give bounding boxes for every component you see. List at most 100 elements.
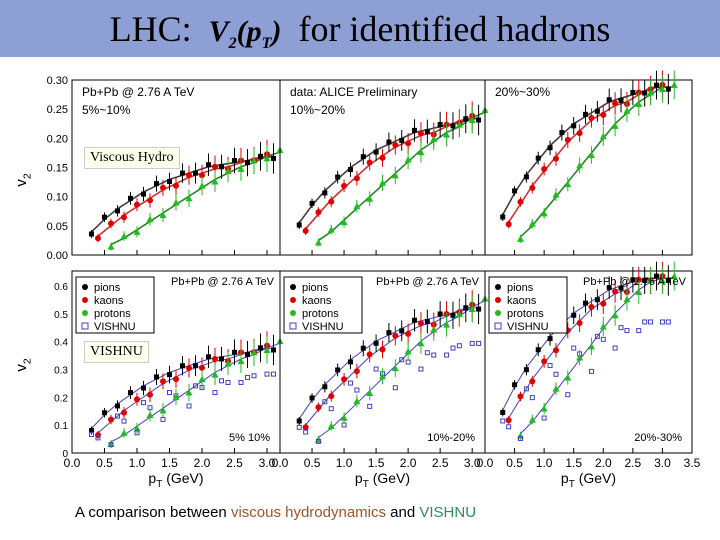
vishnu-point [115, 413, 120, 419]
title-v2-formula: V2(pT) [208, 15, 282, 52]
vishnu-point [618, 325, 624, 331]
data-point-protons [623, 295, 631, 303]
data-point-protons [443, 131, 451, 138]
data-point-protons [353, 397, 361, 405]
data-point-pions [665, 277, 671, 283]
data-point-protons [623, 107, 631, 114]
data-point-protons [540, 209, 548, 217]
data-point-protons [327, 226, 335, 233]
data-point-protons [340, 218, 348, 226]
vishnu-point [373, 366, 379, 372]
data-point-protons [198, 375, 206, 383]
data-point-kaons [212, 163, 218, 170]
legend-marker-kaons [495, 297, 501, 303]
data-point-protons [327, 422, 335, 429]
data-point-pions [630, 89, 636, 95]
data-point-kaons [576, 320, 583, 327]
data-point-pions [180, 363, 185, 369]
vishnu-point [315, 438, 321, 444]
data-point-protons [391, 364, 399, 372]
legend-marker-kaons [82, 297, 88, 303]
legend-marker-protons [495, 310, 501, 316]
data-point-protons [647, 276, 655, 283]
legend-label-kaons: kaons [302, 295, 332, 307]
data-point-pions [476, 117, 482, 123]
data-point-pions [296, 222, 302, 228]
data-point-pions [167, 179, 172, 184]
vishnu-point [264, 371, 270, 377]
data-point-protons [443, 321, 451, 328]
data-point-protons [587, 151, 595, 159]
vishnu-point [271, 371, 276, 377]
data-point-protons [224, 167, 232, 174]
data-point-pions [141, 385, 146, 391]
data-point-protons [430, 135, 438, 143]
data-point-kaons [405, 140, 412, 147]
data-point-pions [89, 231, 94, 237]
x-tick-label: 2.0 [400, 456, 417, 470]
data-point-pions [437, 122, 443, 128]
vishnu-point [431, 352, 437, 358]
x-tick-label: 2.0 [595, 456, 612, 470]
data-point-kaons [505, 221, 512, 228]
data-point-kaons [576, 130, 583, 137]
data-point-protons [198, 182, 206, 189]
panel-label-top: Pb+Pb @ 2.76 A TeV [82, 85, 194, 99]
data-point-pions [512, 188, 518, 194]
data-point-kaons [366, 351, 373, 358]
data-point-kaons [212, 356, 218, 363]
x-tick-label: 3.0 [464, 456, 481, 470]
vishnu-point [469, 340, 475, 346]
legend-label-kaons: kaons [94, 295, 124, 307]
data-point-pions [180, 170, 185, 176]
data-point-pions [360, 345, 366, 351]
data-point-pions [335, 174, 341, 180]
data-point-pions [412, 317, 418, 323]
data-point-kaons [529, 378, 536, 385]
vishnu-point [565, 392, 571, 398]
data-point-pions [167, 372, 172, 378]
data-point-protons [237, 165, 245, 172]
data-point-kaons [417, 130, 424, 137]
data-point-kaons [95, 235, 101, 242]
x-tick-label: 0.0 [477, 456, 494, 470]
data-point-pions [309, 200, 315, 206]
legend-marker-pions [82, 284, 88, 290]
y-tick-top: 0.00 [47, 250, 68, 262]
data-point-protons [250, 348, 258, 356]
vishnu-point [245, 374, 250, 380]
vishnu-point [296, 424, 302, 430]
data-point-pions [154, 181, 159, 187]
y-tick-bottom: 0.3 [54, 366, 68, 377]
data-point-protons [564, 180, 572, 188]
data-point-pions [463, 305, 469, 311]
legend-marker-protons [82, 310, 88, 316]
data-point-kaons [160, 184, 166, 191]
data-point-pions [271, 347, 276, 353]
vishnu-point [424, 350, 430, 356]
y-tick-bottom: 0.6 [54, 282, 68, 293]
data-point-pions [523, 367, 529, 373]
legend-label-VISHNU: VISHNU [507, 321, 549, 333]
data-point-protons [599, 132, 607, 140]
x-tick-label: 2.5 [625, 456, 642, 470]
data-point-protons [237, 357, 245, 365]
y-tick-top: 0.20 [47, 133, 68, 145]
data-point-protons [528, 416, 536, 423]
data-point-kaons [302, 227, 309, 234]
data-point-pions [128, 390, 133, 396]
data-point-protons [353, 202, 361, 210]
vishnu-point [219, 378, 224, 384]
data-point-kaons [121, 214, 127, 221]
data-point-protons [670, 81, 678, 88]
panel-centrality-bottom: 10%-20% [427, 432, 475, 444]
vishnu-point [517, 435, 523, 441]
y-tick-bottom: 0.2 [54, 393, 68, 404]
data-point-kaons [379, 346, 386, 353]
vishnu-point [506, 424, 512, 430]
data-point-kaons [199, 364, 205, 371]
vishnu-point [347, 380, 353, 386]
y-tick-top: 0.05 [47, 221, 68, 233]
x-tick-label: 1.0 [536, 456, 553, 470]
y-tick-top: 0.15 [47, 163, 68, 175]
